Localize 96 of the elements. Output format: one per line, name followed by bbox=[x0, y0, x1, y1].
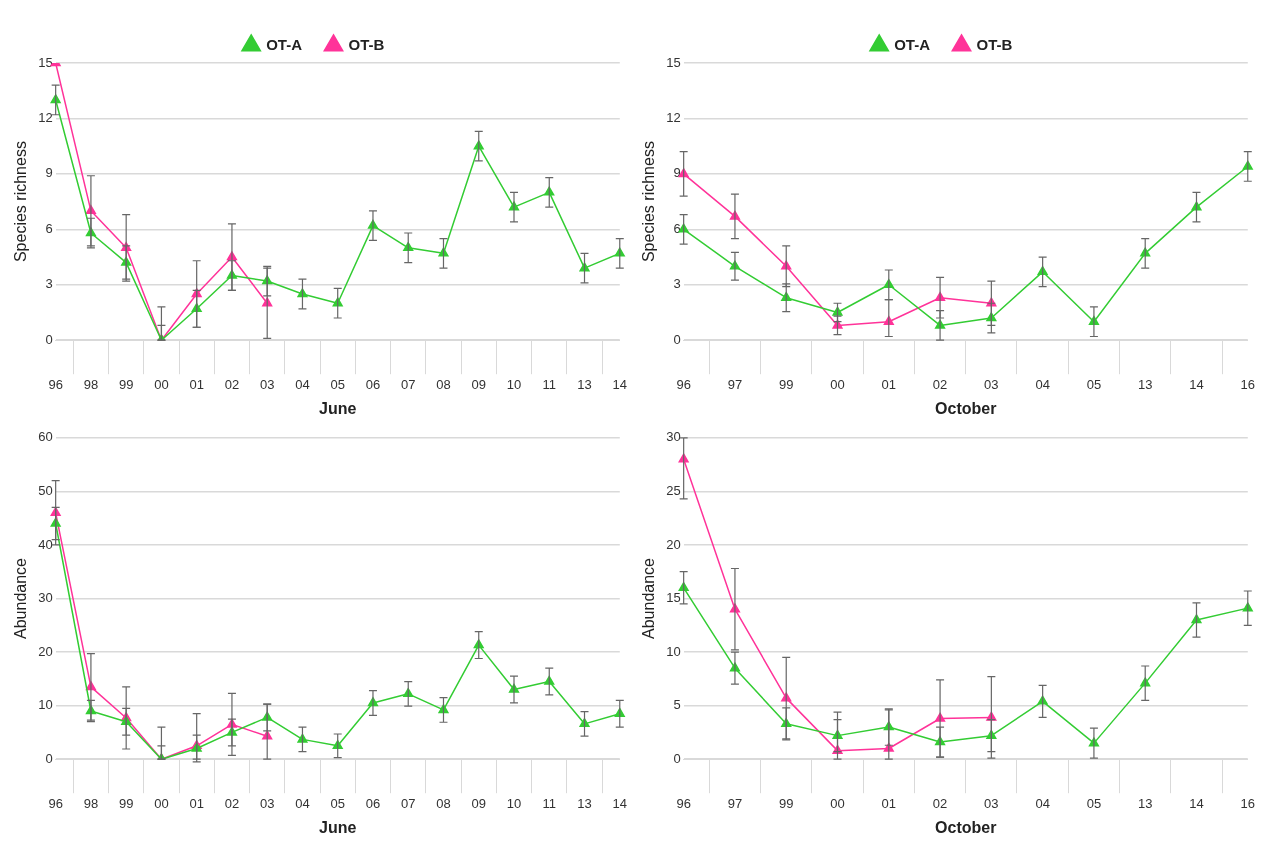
legend-label: OT-B bbox=[348, 35, 385, 53]
x-tick-label: 03 bbox=[984, 376, 999, 392]
x-tick-label: 01 bbox=[881, 376, 897, 392]
y-tick-label: 6 bbox=[45, 220, 53, 236]
x-tick-label: 96 bbox=[676, 376, 691, 392]
y-tick-label: 0 bbox=[673, 331, 681, 347]
x-tick-label: 96 bbox=[48, 795, 63, 811]
y-tick-label: 25 bbox=[666, 482, 681, 498]
x-tick-label: 14 bbox=[612, 376, 627, 392]
x-tick-label: 14 bbox=[1189, 376, 1204, 392]
x-tick-label: 00 bbox=[830, 795, 845, 811]
x-tick-label: 14 bbox=[612, 795, 627, 811]
y-tick-label: 15 bbox=[38, 54, 53, 70]
x-tick-label: 14 bbox=[1189, 795, 1204, 811]
y-tick-label: 10 bbox=[666, 643, 681, 659]
y-axis-title: Abundance bbox=[12, 557, 30, 639]
x-tick-label: 07 bbox=[400, 376, 416, 392]
x-tick-label: 04 bbox=[1035, 376, 1050, 392]
x-tick-label: 01 bbox=[189, 376, 204, 392]
x-tick-label: 08 bbox=[436, 795, 451, 811]
x-tick-label: 02 bbox=[932, 376, 948, 392]
x-tick-label: 97 bbox=[727, 376, 743, 392]
x-tick-label: 13 bbox=[577, 795, 592, 811]
x-tick-label: 02 bbox=[224, 795, 240, 811]
x-tick-label: 01 bbox=[189, 795, 204, 811]
y-tick-label: 12 bbox=[38, 110, 53, 126]
y-tick-label: 40 bbox=[38, 536, 53, 552]
x-tick-label: 13 bbox=[1137, 795, 1153, 811]
y-tick-label: 9 bbox=[45, 165, 53, 181]
x-tick-label: 04 bbox=[1035, 795, 1050, 811]
x-tick-label: 05 bbox=[1086, 795, 1102, 811]
y-tick-label: 30 bbox=[666, 429, 681, 445]
x-tick-label: 11 bbox=[542, 376, 557, 392]
x-tick-label: 96 bbox=[676, 795, 691, 811]
x-tick-label: 13 bbox=[1137, 376, 1153, 392]
x-tick-label: 09 bbox=[471, 795, 486, 811]
y-tick-label: 15 bbox=[666, 590, 681, 606]
x-axis-title: June bbox=[319, 818, 357, 836]
x-tick-label: 03 bbox=[259, 795, 275, 811]
y-tick-label: 5 bbox=[673, 697, 681, 713]
y-axis-title: Species richness bbox=[12, 141, 30, 263]
legend-label: OT-A bbox=[266, 35, 303, 53]
x-tick-label: 96 bbox=[48, 376, 63, 392]
x-axis-title: October bbox=[935, 399, 997, 417]
x-tick-label: 16 bbox=[1240, 795, 1255, 811]
y-tick-label: 10 bbox=[38, 697, 53, 713]
x-tick-label: 10 bbox=[506, 376, 522, 392]
y-axis-title: Abundance bbox=[640, 557, 658, 639]
y-tick-label: 50 bbox=[38, 482, 53, 498]
x-tick-label: 06 bbox=[365, 376, 381, 392]
x-tick-label: 03 bbox=[984, 795, 999, 811]
y-tick-label: 3 bbox=[673, 276, 681, 292]
x-tick-label: 02 bbox=[932, 795, 948, 811]
x-tick-label: 98 bbox=[83, 795, 99, 811]
x-tick-label: 05 bbox=[1086, 376, 1102, 392]
x-tick-label: 07 bbox=[400, 795, 416, 811]
x-tick-label: 00 bbox=[830, 376, 845, 392]
x-tick-label: 01 bbox=[881, 795, 897, 811]
x-tick-label: 99 bbox=[118, 795, 134, 811]
y-tick-label: 0 bbox=[45, 331, 53, 347]
x-tick-label: 99 bbox=[778, 795, 794, 811]
y-tick-label: 20 bbox=[666, 536, 681, 552]
x-tick-label: 10 bbox=[506, 795, 522, 811]
y-tick-label: 9 bbox=[673, 165, 681, 181]
x-tick-label: 00 bbox=[154, 795, 169, 811]
x-tick-label: 99 bbox=[778, 376, 794, 392]
y-tick-label: 0 bbox=[45, 750, 53, 766]
x-tick-label: 04 bbox=[295, 795, 310, 811]
x-tick-label: 99 bbox=[118, 376, 134, 392]
x-tick-label: 13 bbox=[577, 376, 592, 392]
x-tick-label: 03 bbox=[259, 376, 275, 392]
y-tick-label: 3 bbox=[45, 276, 53, 292]
y-axis-title: Species richness bbox=[640, 141, 658, 263]
y-tick-label: 15 bbox=[666, 54, 681, 70]
x-tick-label: 97 bbox=[727, 795, 743, 811]
x-tick-label: 98 bbox=[83, 376, 99, 392]
x-tick-label: 00 bbox=[154, 376, 169, 392]
x-tick-label: 09 bbox=[471, 376, 486, 392]
y-tick-label: 0 bbox=[673, 750, 681, 766]
x-tick-label: 08 bbox=[436, 376, 451, 392]
x-axis-title: October bbox=[935, 818, 997, 836]
y-tick-label: 30 bbox=[38, 590, 53, 606]
y-tick-label: 20 bbox=[38, 643, 53, 659]
x-tick-label: 06 bbox=[365, 795, 381, 811]
x-tick-label: 05 bbox=[330, 376, 345, 392]
legend-label: OT-A bbox=[894, 35, 931, 53]
x-tick-label: 02 bbox=[224, 376, 240, 392]
x-tick-label: 04 bbox=[295, 376, 310, 392]
x-axis-title: June bbox=[319, 399, 357, 417]
y-tick-label: 6 bbox=[673, 220, 681, 236]
y-tick-label: 12 bbox=[666, 110, 681, 126]
legend-label: OT-B bbox=[976, 35, 1013, 53]
x-tick-label: 05 bbox=[330, 795, 345, 811]
x-tick-label: 16 bbox=[1240, 376, 1255, 392]
y-tick-label: 60 bbox=[38, 429, 53, 445]
x-tick-label: 11 bbox=[542, 795, 557, 811]
